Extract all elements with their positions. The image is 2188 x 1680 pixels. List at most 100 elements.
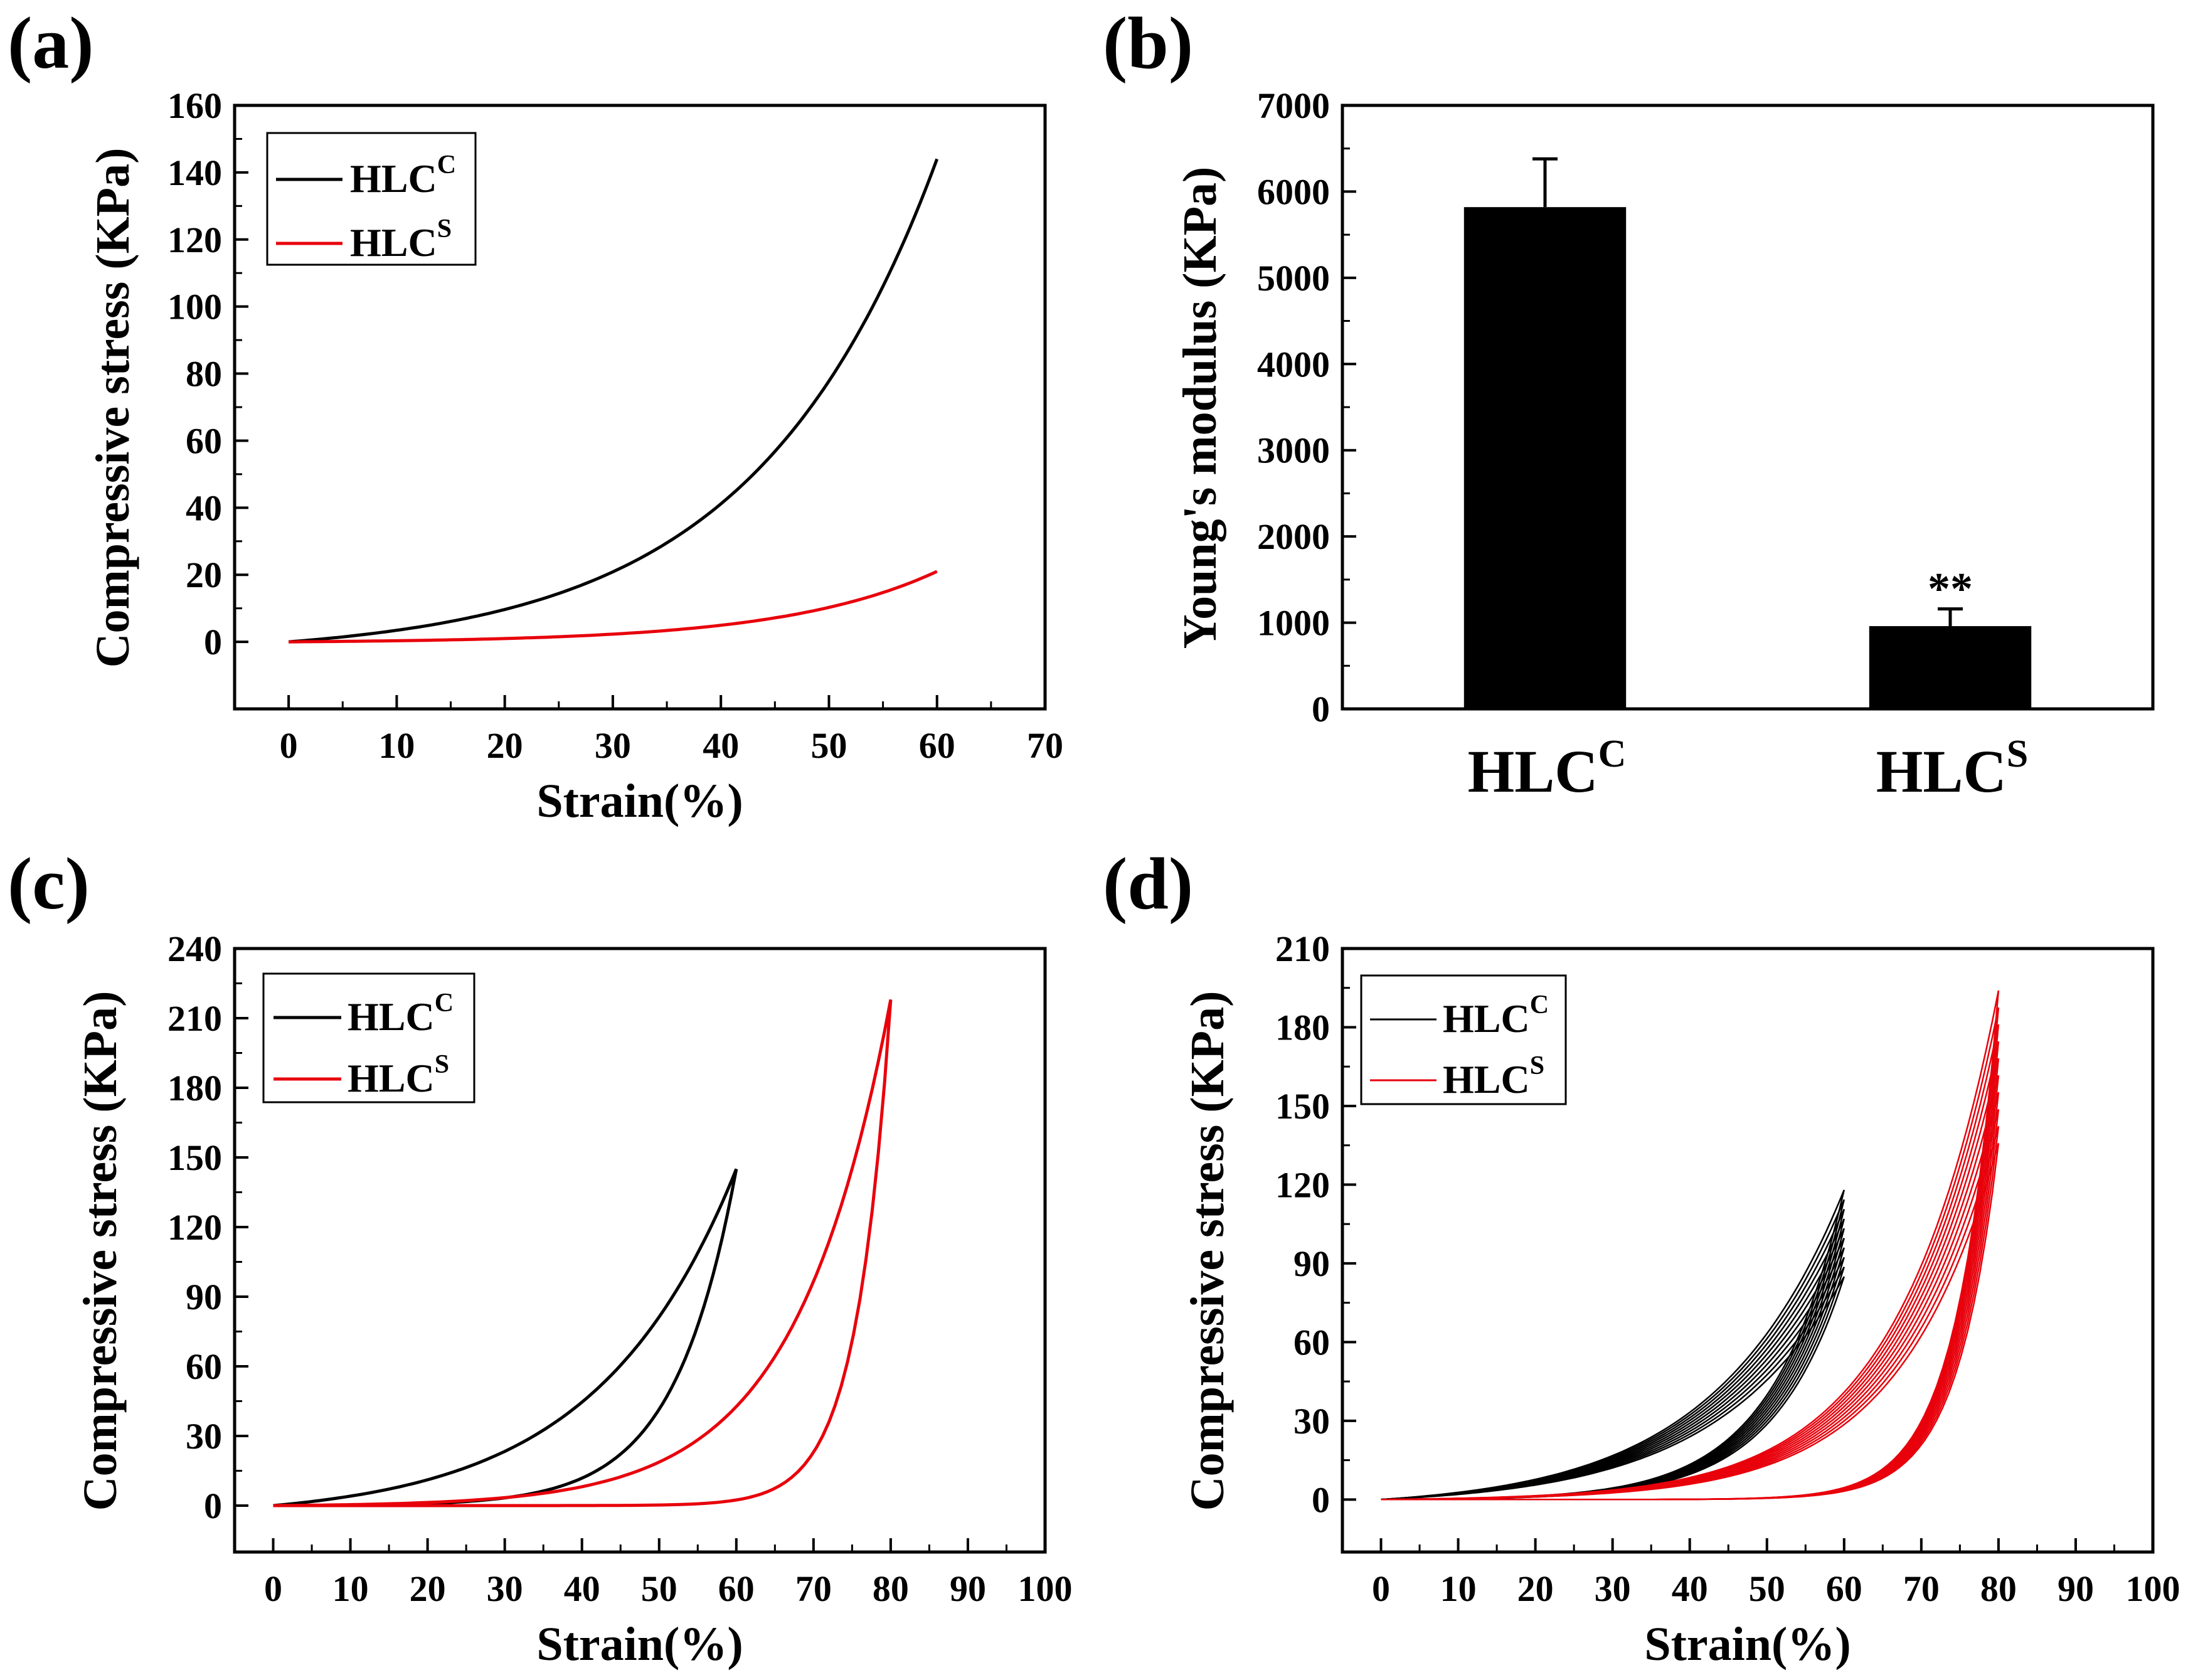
legend-label-hlc-s: HLCS [350,215,452,265]
y-tick-label-a-0: 0 [204,622,222,662]
x-tick-label-c-7: 70 [795,1568,832,1609]
panel-label-c: (c) [8,843,90,925]
legend-label-hlc-c: HLCC [350,151,456,201]
y-tick-label-a-5: 100 [167,287,222,327]
y-tick-label-d-6: 180 [1275,1007,1330,1048]
x-tick-label-d-6: 60 [1826,1568,1862,1609]
plot-c-frame [233,947,1047,1554]
bar-1 [1869,626,2032,709]
y-tick-label-b-5: 5000 [1257,258,1330,299]
y-axis-title-b: Young's modulus (KPa) [1174,167,1226,649]
legend-box-d [1360,974,1567,1105]
y-tick-label-c-7: 210 [167,998,222,1039]
y-tick-label-c-4: 120 [167,1207,222,1248]
x-tick-label-d-8: 80 [1980,1568,2017,1609]
x-tick-label-d-0: 0 [1372,1568,1390,1609]
y-axis-title-d: Compressive stress (KPa) [1181,991,1234,1511]
y-tick-label-b-0: 0 [1312,689,1330,730]
series-line-a-0 [288,158,939,644]
x-tick-label-c-8: 80 [873,1568,909,1609]
x-axis-title-a: Strain(%) [536,775,743,827]
legend-label-hlc-c: HLCC [348,989,454,1039]
x-tick-label-a-2: 20 [487,725,523,766]
y-tick-label-a-6: 120 [167,220,222,260]
legend-box-c [262,972,475,1103]
legend-label-hlc-s: HLCS [348,1050,449,1100]
y-tick-label-d-1: 30 [1293,1401,1330,1442]
x-tick-label-a-1: 10 [378,725,415,766]
plot-d-series [1381,990,2000,1501]
y-tick-label-c-1: 30 [186,1416,222,1457]
y-axis-title-a: Compressive stress (KPa) [87,148,139,668]
x-tick-label-c-1: 10 [332,1568,369,1609]
x-tick-label-d-2: 20 [1517,1568,1554,1609]
significance-mark-1: ** [1928,564,1973,614]
x-tick-label-d-3: 30 [1595,1568,1631,1609]
y-tick-label-c-5: 150 [167,1137,222,1178]
x-tick-label-c-2: 20 [410,1568,446,1609]
panel-d: (d) 0 30 60 90 120 150 180 210 0 10 20 30 40 50 60 70 80… [1103,843,2180,1671]
y-tick-label-c-8: 240 [167,928,222,969]
y-tick-label-a-2: 40 [186,487,222,528]
plot-a-ticks: 0 20 40 60 80 100 120 140 160 0 10 20 30 40 50 60 70 [167,85,1063,766]
x-tick-label-a-6: 60 [919,725,955,766]
x-tick-label-d-7: 70 [1903,1568,1940,1609]
x-tick-label-c-10: 100 [1018,1568,1073,1609]
series-loop-d-1-6 [1381,1092,2000,1501]
series-line-a-1 [289,570,938,644]
x-tick-label-d-4: 40 [1672,1568,1708,1609]
x-axis-title-d: Strain(%) [1644,1618,1851,1671]
panel-c: (c) 0 30 60 90 120 150 180 210 240 0 10 20 30 40 50 60 7… [8,843,1073,1671]
x-tick-label-d-5: 50 [1749,1568,1785,1609]
y-tick-label-c-2: 60 [186,1346,222,1387]
y-tick-label-d-5: 150 [1275,1086,1330,1127]
x-tick-label-d-10: 100 [2126,1568,2180,1609]
x-tick-label-c-9: 90 [950,1568,986,1609]
y-tick-label-b-1: 1000 [1257,603,1330,644]
category-label-hlc-s: HLCS [1876,733,2029,805]
plot-c-series [273,999,893,1507]
plot-c-ticks: 0 30 60 90 120 150 180 210 240 0 10 20 30 40 50 60 70 80 9… [167,928,1073,1609]
bar-0 [1463,207,1627,709]
x-tick-label-c-3: 30 [487,1568,523,1609]
x-tick-label-a-4: 40 [703,725,739,766]
y-tick-label-b-7: 7000 [1257,85,1330,126]
series-loop-d-1-9 [1381,1142,2000,1501]
x-tick-label-c-0: 0 [264,1568,282,1609]
series-loop-d-1-5 [1381,1075,2000,1501]
x-tick-label-c-6: 60 [718,1568,755,1609]
plot-b-bars: ** [1463,157,2032,709]
x-tick-label-d-1: 10 [1440,1568,1477,1609]
plot-d-frame [1341,947,2155,1554]
x-tick-label-a-0: 0 [280,725,298,766]
y-tick-label-d-7: 210 [1275,928,1330,969]
x-tick-label-a-7: 70 [1027,725,1063,766]
category-label-hlc-c: HLCC [1468,733,1627,805]
series-loop-c-1-0 [273,999,893,1507]
legend-c: HLCC HLCS [262,972,475,1103]
legend-label-hlc-s: HLCS [1443,1051,1544,1102]
y-tick-label-a-3: 60 [186,420,222,461]
y-tick-label-d-0: 0 [1312,1479,1330,1520]
y-tick-label-c-3: 90 [186,1277,222,1317]
series-loop-c-0-0 [273,1168,738,1507]
x-tick-label-a-5: 50 [810,725,847,766]
y-tick-label-d-2: 60 [1293,1322,1330,1363]
legend-a: HLCC HLCS [266,132,477,266]
x-tick-label-c-5: 50 [641,1568,677,1609]
y-tick-label-a-1: 20 [186,555,222,595]
x-tick-label-a-3: 30 [595,725,631,766]
y-tick-label-b-2: 2000 [1257,516,1330,557]
y-tick-label-a-4: 80 [186,354,222,395]
panel-label-b: (b) [1103,2,1193,84]
legend-label-hlc-c: HLCC [1443,991,1549,1041]
y-axis-title-c: Compressive stress (KPa) [74,991,127,1511]
y-tick-label-c-0: 0 [204,1486,222,1526]
y-tick-label-b-4: 4000 [1257,344,1330,385]
y-tick-label-d-4: 120 [1275,1164,1330,1205]
x-axis-title-c: Strain(%) [536,1618,743,1671]
plot-b-ticks: 0 1000 2000 3000 4000 5000 6000 7000 [1257,85,1356,730]
plot-a-series [288,158,939,644]
x-tick-label-d-9: 90 [2058,1568,2094,1609]
